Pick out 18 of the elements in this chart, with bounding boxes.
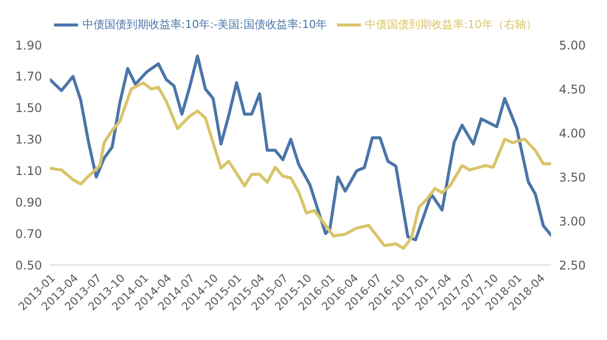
y2-tick-label: 2.50 (559, 258, 586, 272)
y-tick-label: 0.90 (15, 195, 42, 210)
line-series (50, 81, 551, 250)
y2-tick-label: 3.50 (559, 170, 586, 184)
legend-label: 中债国债到期收益率:10年:-美国:国债收益率:10年 (82, 18, 328, 32)
y-tick-label: 1.90 (15, 38, 42, 52)
y2-tick-label: 3.00 (559, 214, 586, 228)
y2-tick-label: 4.00 (559, 126, 586, 140)
y-tick-label: 1.30 (15, 132, 42, 147)
y-tick-label: 0.70 (15, 226, 42, 241)
y2-tick-label: 5.00 (559, 38, 586, 52)
y-tick-label: 1.50 (15, 101, 42, 116)
line-series (50, 54, 551, 242)
y-tick-label: 0.50 (15, 258, 42, 272)
y-tick-label: 1.70 (15, 70, 42, 84)
legend-label: 中债国债到期收益率:10年（右轴） (365, 18, 537, 32)
y2-tick-label: 4.50 (559, 82, 586, 96)
y-tick-label: 1.10 (15, 164, 42, 178)
